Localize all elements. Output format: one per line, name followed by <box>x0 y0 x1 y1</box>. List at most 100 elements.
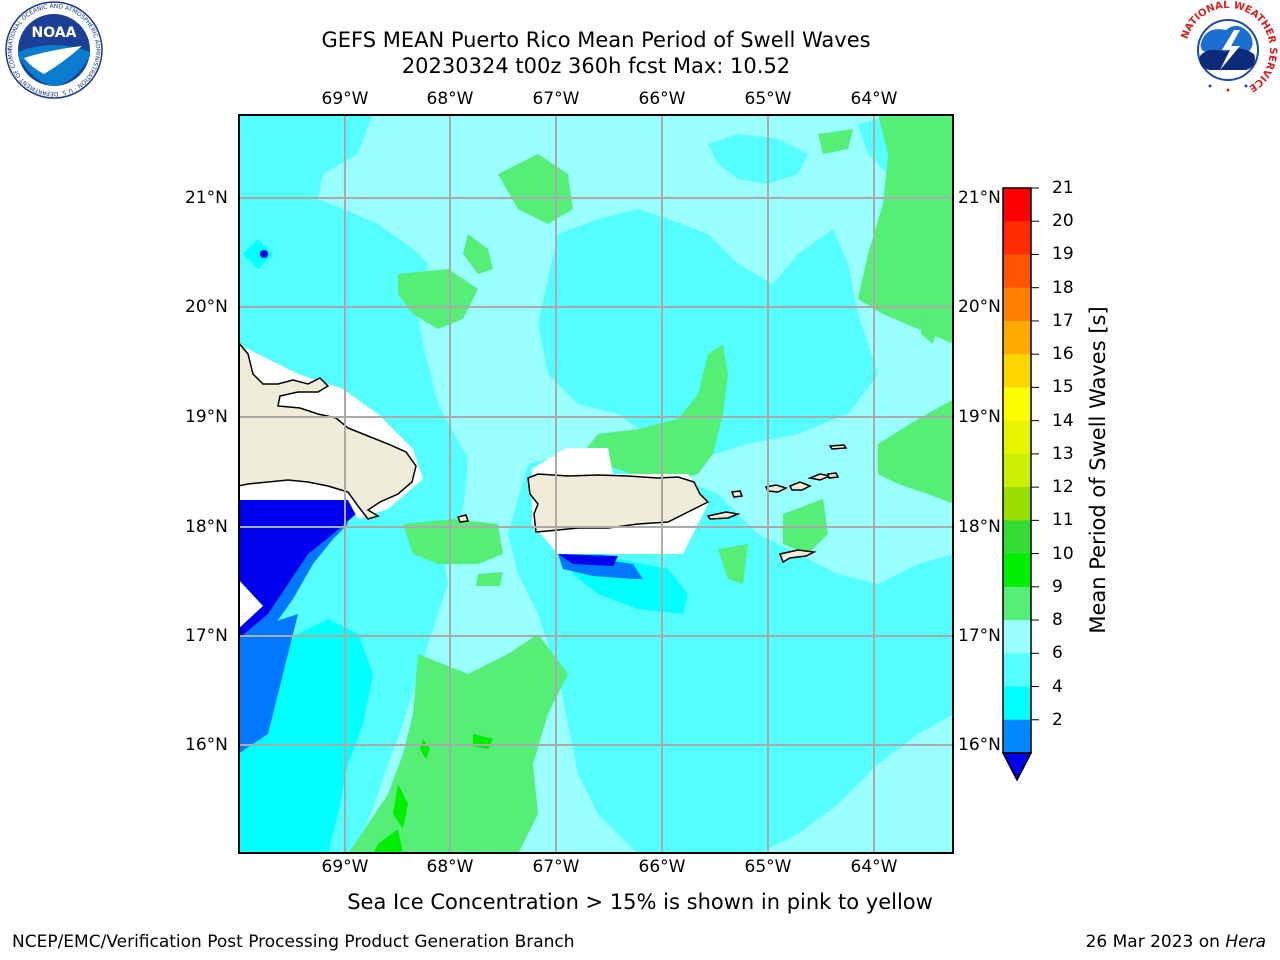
lon-label-top: 68°W <box>426 89 474 109</box>
colorbar-tick-label: 9 <box>1052 576 1063 597</box>
colorbar-segment <box>1003 686 1031 721</box>
footer-date: 26 Mar 2023 on Hera <box>1086 932 1266 952</box>
no-data-region <box>238 579 263 629</box>
colorbar-segment <box>1003 719 1031 754</box>
field-9-10 <box>718 544 748 584</box>
field-9-10 <box>878 399 954 504</box>
lat-label-left: 16°N <box>185 735 228 755</box>
colorbar-segment <box>1003 553 1031 588</box>
field-2-4 <box>238 614 298 754</box>
lon-label-top: 66°W <box>638 89 686 109</box>
field-6-8 <box>538 209 878 459</box>
field-9-10 <box>403 519 503 564</box>
lat-label-left: 19°N <box>185 407 228 427</box>
lat-label-left: 20°N <box>185 297 228 317</box>
colorbar-tick-label: 11 <box>1052 510 1074 531</box>
field-10-11 <box>373 829 403 854</box>
lon-label-bottom: 66°W <box>638 857 686 877</box>
colorbar-label: Mean Period of Swell Waves [s] <box>1086 306 1110 634</box>
land-hispaniola <box>238 340 417 520</box>
colorbar-tick-label: 13 <box>1052 443 1074 464</box>
sea-ice-note: Sea Ice Concentration > 15% is shown in … <box>347 890 933 914</box>
map-frame <box>238 114 954 854</box>
colorbar-segment <box>1003 420 1031 455</box>
chart-title: GEFS MEAN Puerto Rico Mean Period of Swe… <box>321 28 871 52</box>
lon-label-bottom: 69°W <box>321 857 369 877</box>
lat-label-left: 21°N <box>185 188 228 208</box>
lat-label-right: 21°N <box>958 188 1001 208</box>
colorbar-tick-label: 15 <box>1052 377 1074 398</box>
lon-label-bottom: 64°W <box>850 857 898 877</box>
nws-logo: NATIONAL WEATHER SERVICE <box>1180 0 1278 98</box>
land-vieques <box>706 511 741 520</box>
field-9-10 <box>476 572 503 586</box>
colorbar-tick-label: 18 <box>1052 277 1074 298</box>
field-10-11 <box>393 784 408 829</box>
colorbar-tick-label: 17 <box>1052 310 1074 331</box>
colorbar-tick-label: 8 <box>1052 610 1063 631</box>
land-virgin-islands <box>827 472 840 479</box>
colorbar-tick-label: 16 <box>1052 344 1074 365</box>
land-st-croix <box>778 549 817 564</box>
colorbar-segment <box>1003 254 1031 289</box>
field-9-10 <box>858 114 954 344</box>
field-9-10 <box>818 129 853 154</box>
land-mona <box>456 514 470 523</box>
lon-label-top: 65°W <box>744 89 792 109</box>
land-culebra <box>730 490 744 498</box>
field-9-10 <box>463 234 493 274</box>
lon-label-top: 69°W <box>321 89 369 109</box>
colorbar-under-arrow <box>1001 752 1033 782</box>
lon-label-bottom: 67°W <box>532 857 580 877</box>
land-virgin-islands <box>788 481 812 491</box>
colorbar-segment <box>1003 487 1031 521</box>
colorbar-frame <box>1002 187 1032 754</box>
field-9-10 <box>578 344 728 484</box>
colorbar-segment <box>1003 221 1031 255</box>
footer-date-text: 26 Mar 2023 on <box>1085 932 1226 952</box>
field-under-2 <box>558 554 618 566</box>
lat-label-right: 20°N <box>958 297 1001 317</box>
field-under-2 <box>238 500 356 639</box>
lon-label-top: 67°W <box>532 89 580 109</box>
lat-label-right: 18°N <box>958 517 1001 537</box>
colorbar-tick-label: 20 <box>1052 211 1074 232</box>
lon-label-bottom: 65°W <box>744 857 792 877</box>
colorbar-tick-label: 10 <box>1052 543 1074 564</box>
footer-credit: NCEP/EMC/Verification Post Processing Pr… <box>12 932 575 952</box>
chart-subtitle: 20230324 t00z 360h fcst Max: 10.52 <box>401 54 791 78</box>
lon-label-top: 64°W <box>850 89 898 109</box>
colorbar-tick-label: 14 <box>1052 410 1074 431</box>
colorbar-segment <box>1003 653 1031 688</box>
noaa-logo: NATIONAL OCEANIC AND ATMOSPHERIC ADMINIS… <box>4 0 103 99</box>
colorbar-tick-label: 6 <box>1052 643 1063 664</box>
swell-period-map <box>238 114 954 854</box>
footer-host: Hera <box>1225 932 1266 952</box>
lat-label-left: 17°N <box>185 626 228 646</box>
graticule <box>238 114 954 854</box>
colorbar-tick-label: 4 <box>1052 676 1063 697</box>
noaa-logo-text: NOAA <box>32 25 77 41</box>
lat-label-left: 18°N <box>185 517 228 537</box>
field-under-2 <box>260 250 268 258</box>
lat-label-right: 16°N <box>958 735 1001 755</box>
colorbar <box>1001 187 1039 782</box>
colorbar-segment <box>1003 320 1031 355</box>
colorbar-segment <box>1003 188 1031 222</box>
colorbar-segment <box>1003 620 1031 654</box>
colorbar-tick-label: 21 <box>1052 178 1074 198</box>
colorbar-tick-label: 19 <box>1052 244 1074 265</box>
lon-label-bottom: 68°W <box>426 857 474 877</box>
colorbar-segment <box>1003 520 1031 555</box>
lat-label-right: 19°N <box>958 407 1001 427</box>
field-6-8 <box>708 134 808 184</box>
colorbar-segment <box>1003 586 1031 621</box>
colorbar-segment <box>1003 287 1031 322</box>
colorbar-segment <box>1003 354 1031 388</box>
land-anegada <box>828 444 848 450</box>
field-4-6 <box>243 239 273 269</box>
colorbar-segment <box>1003 387 1031 422</box>
lat-label-right: 17°N <box>958 626 1001 646</box>
field-9-10 <box>398 269 478 329</box>
colorbar-tick-label: 2 <box>1052 709 1063 730</box>
